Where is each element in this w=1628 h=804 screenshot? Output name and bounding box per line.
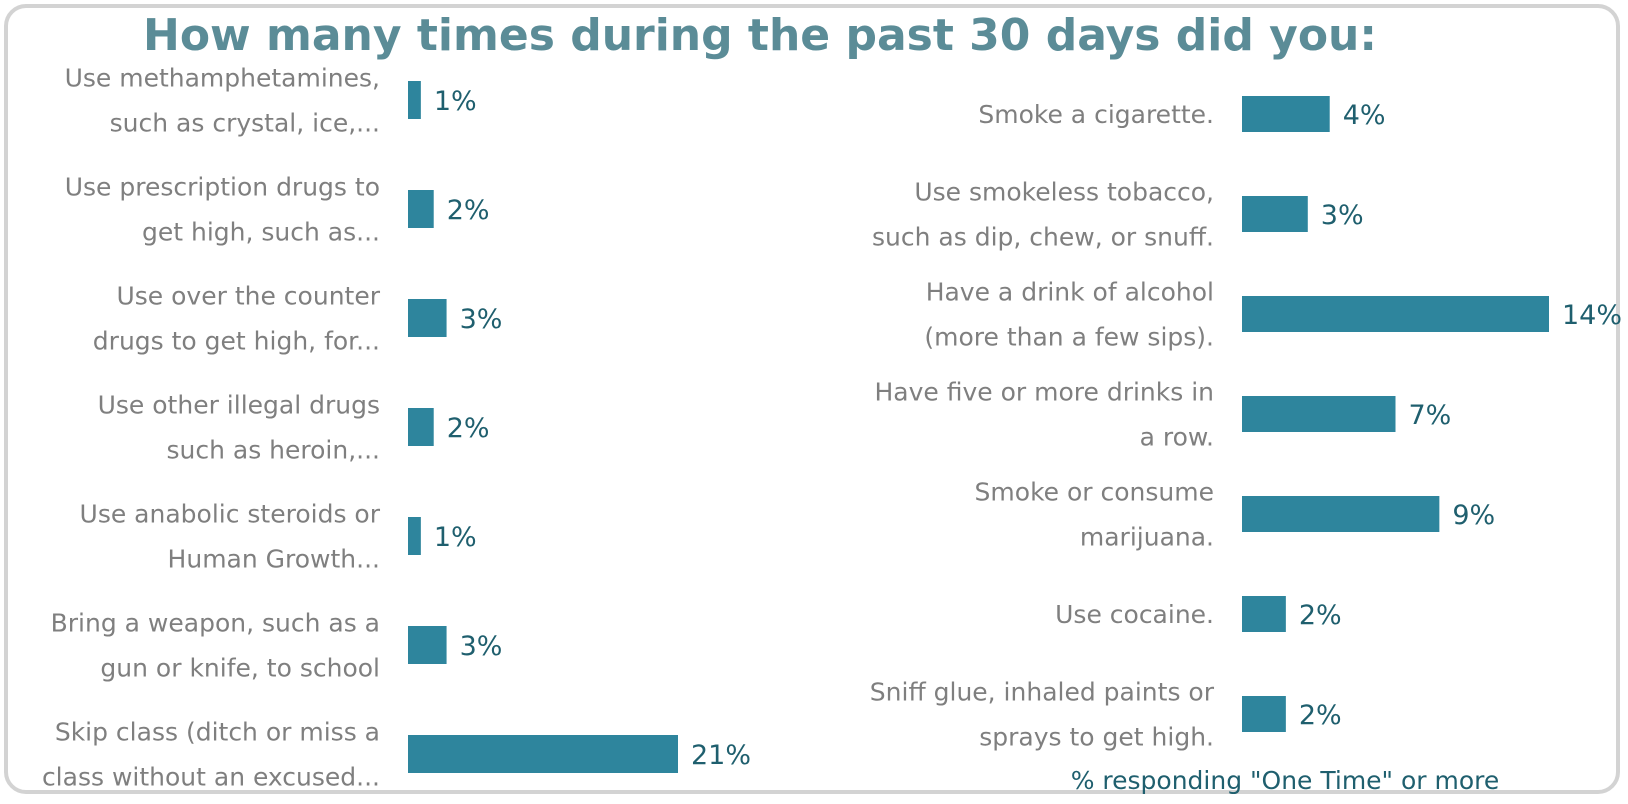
category-label-1-2-0: Have a drink of alcohol <box>926 278 1214 307</box>
bar-1-0 <box>1242 96 1330 132</box>
bar-0-2 <box>408 299 447 337</box>
value-label-1-6: 2% <box>1299 700 1342 731</box>
category-label-1-1-1: such as dip, chew, or snuff. <box>872 223 1214 252</box>
value-label-0-2: 3% <box>460 304 503 335</box>
category-label-1-6-1: sprays to get high. <box>979 723 1214 752</box>
bar-1-4 <box>1242 496 1440 532</box>
value-label-0-5: 3% <box>460 631 503 662</box>
bar-0-5 <box>408 626 447 664</box>
value-label-1-5: 2% <box>1299 600 1342 631</box>
bar-1-5 <box>1242 596 1286 632</box>
bar-1-1 <box>1242 196 1308 232</box>
bar-1-6 <box>1242 696 1286 732</box>
category-label-0-1-1: get high, such as... <box>142 218 380 247</box>
bar-0-0 <box>408 81 421 119</box>
category-label-0-5-0: Bring a weapon, such as a <box>51 609 380 638</box>
category-label-1-1-0: Use smokeless tobacco, <box>914 178 1214 207</box>
category-label-0-4-0: Use anabolic steroids or <box>80 500 381 529</box>
category-label-1-0-0: Smoke a cigarette. <box>978 100 1214 129</box>
value-label-1-1: 3% <box>1321 200 1364 231</box>
value-label-0-4: 1% <box>434 522 477 553</box>
bar-0-6 <box>408 735 678 773</box>
category-label-0-3-1: such as heroin,... <box>166 436 380 465</box>
value-label-1-0: 4% <box>1343 100 1386 131</box>
value-label-0-1: 2% <box>447 195 490 226</box>
bar-1-3 <box>1242 396 1396 432</box>
value-label-0-6: 21% <box>691 740 751 771</box>
value-label-1-4: 9% <box>1452 500 1495 531</box>
category-label-1-2-1: (more than a few sips). <box>924 323 1214 352</box>
category-label-0-1-0: Use prescription drugs to <box>65 173 380 202</box>
value-label-1-3: 7% <box>1409 400 1452 431</box>
chart-footnote: % responding "One Time" or more <box>1070 766 1500 795</box>
value-label-1-2: 14% <box>1562 300 1622 331</box>
value-label-0-3: 2% <box>447 413 490 444</box>
category-label-0-0-1: such as crystal, ice,... <box>110 109 380 138</box>
category-label-0-5-1: gun or knife, to school <box>100 654 380 683</box>
bar-0-3 <box>408 408 434 446</box>
category-label-0-6-1: class without an excused... <box>42 763 380 792</box>
category-label-1-5-0: Use cocaine. <box>1055 600 1214 629</box>
category-label-1-4-1: marijuana. <box>1080 523 1214 552</box>
bar-1-2 <box>1242 296 1549 332</box>
bar-0-1 <box>408 190 434 228</box>
category-label-0-6-0: Skip class (ditch or miss a <box>55 718 380 747</box>
category-label-0-4-1: Human Growth... <box>168 545 380 574</box>
category-label-0-0-0: Use methamphetamines, <box>65 64 380 93</box>
bar-0-4 <box>408 517 421 555</box>
category-label-1-3-1: a row. <box>1140 423 1214 452</box>
category-label-0-2-1: drugs to get high, for... <box>93 327 380 356</box>
category-label-1-6-0: Sniff glue, inhaled paints or <box>870 678 1215 707</box>
category-label-0-3-0: Use other illegal drugs <box>98 391 380 420</box>
chart-title: How many times during the past 30 days d… <box>143 10 1377 61</box>
value-label-0-0: 1% <box>434 86 477 117</box>
category-label-0-2-0: Use over the counter <box>116 282 380 311</box>
category-label-1-3-0: Have five or more drinks in <box>874 378 1214 407</box>
category-label-1-4-0: Smoke or consume <box>975 478 1214 507</box>
